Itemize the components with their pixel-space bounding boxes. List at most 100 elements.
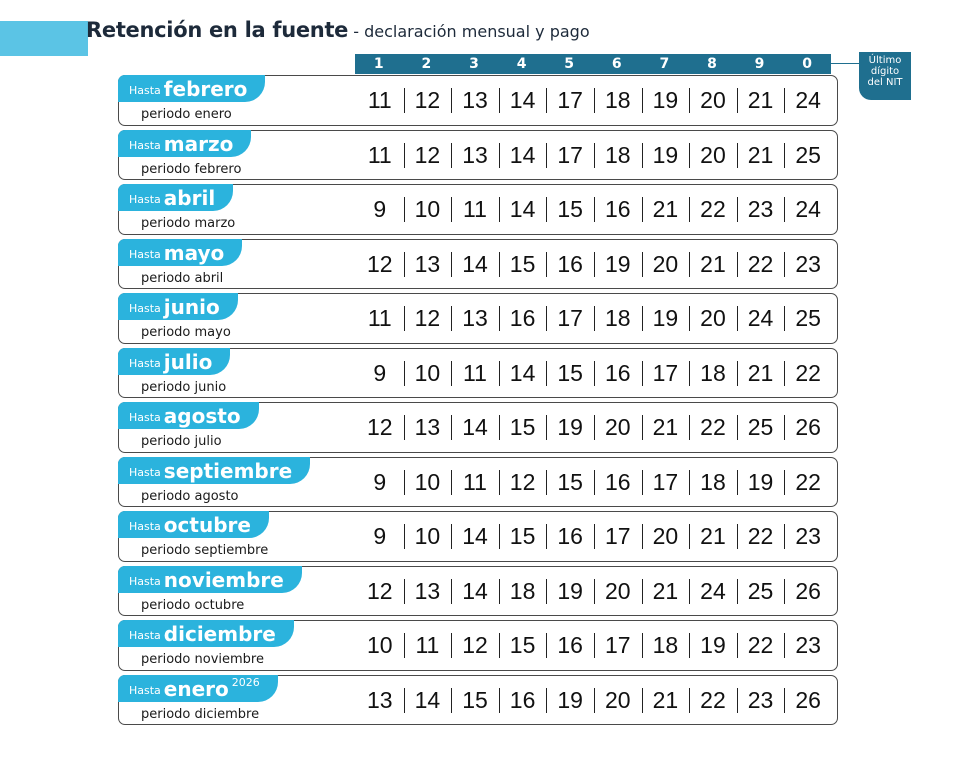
deadline-month: diciembre: [163, 622, 276, 646]
due-date-cell: 10: [403, 196, 452, 223]
due-dates: 9 10 11 14 15 16 21 22 23 24: [356, 185, 832, 234]
hasta-label: Hasta: [129, 683, 161, 697]
due-dates: 9 10 11 12 15 16 17 18 19 22: [356, 458, 832, 507]
due-date-cell: 15: [546, 360, 594, 387]
deadline-month: marzo: [163, 131, 234, 156]
deadline-month: enero: [163, 676, 229, 701]
due-date-cell: 16: [546, 523, 594, 550]
due-date-cell: 22: [784, 360, 832, 387]
due-date-cell: 19: [546, 687, 594, 714]
due-date-cell: 15: [498, 251, 547, 278]
due-date-cell: 19: [641, 87, 690, 114]
due-date-cell: 12: [498, 469, 547, 496]
due-date-cell: 17: [593, 523, 642, 550]
due-date-cell: 9: [373, 196, 387, 222]
nit-label-line1: Último: [868, 55, 902, 66]
schedule-row: Hasta diciembre periodo noviembre 10 11 12 15 1…: [118, 620, 838, 671]
due-date-cell: 11: [403, 632, 452, 659]
nit-digit-header: 7: [659, 56, 670, 72]
due-date-cell: 16: [593, 469, 642, 496]
due-date-cell: 21: [641, 414, 690, 441]
hasta-label: Hasta: [129, 520, 161, 533]
deadline-month-tag: Hasta diciembre: [118, 620, 294, 647]
due-date-cell: 11: [367, 87, 392, 113]
due-dates: 12 13 14 15 19 20 21 22 25 26: [356, 403, 832, 452]
hasta-label: Hasta: [129, 356, 161, 370]
due-date-cell: 22: [689, 414, 737, 441]
due-date-cell: 22: [736, 251, 785, 278]
due-date-cell: 24: [784, 196, 832, 223]
schedule-table: Hasta febrero periodo enero 11 12 13 14 17 18 19 2…: [118, 75, 838, 729]
due-date-cell: 18: [593, 142, 642, 169]
title-subtitle: - declaración mensual y pago: [348, 22, 590, 41]
due-date-cell: 25: [784, 305, 832, 332]
due-date-cell: 9: [373, 523, 387, 549]
schedule-row: Hasta agosto periodo julio 12 13 14 15 19 20 21 22…: [118, 402, 838, 453]
due-date-cell: 22: [689, 196, 737, 223]
due-date-cell: 15: [498, 632, 547, 659]
deadline-month: agosto: [163, 404, 241, 428]
nit-label-box: Último dígito del NIT: [859, 52, 911, 100]
due-date-cell: 11: [451, 360, 499, 387]
due-date-cell: 24: [736, 305, 785, 332]
deadline-month: julio: [163, 349, 213, 374]
due-date-cell: 22: [736, 632, 785, 659]
due-date-cell: 11: [367, 141, 392, 168]
due-date-cell: 19: [641, 305, 690, 332]
due-date-cell: 21: [736, 142, 785, 169]
due-date-cell: 13: [403, 251, 452, 278]
due-date-cell: 13: [451, 142, 499, 169]
due-dates: 9 10 11 14 15 16 17 18 21 22: [356, 349, 832, 398]
due-date-cell: 19: [546, 578, 594, 605]
due-date-cell: 11: [451, 196, 499, 223]
due-date-cell: 20: [689, 87, 737, 114]
due-date-cell: 21: [736, 360, 785, 387]
schedule-row: Hasta mayo periodo abril 12 13 14 15 16 19 20 21 22…: [118, 238, 838, 289]
period-label: periodo julio: [141, 434, 222, 449]
due-date-cell: 17: [546, 142, 594, 169]
due-date-cell: 20: [689, 305, 737, 332]
due-date-cell: 18: [641, 632, 690, 659]
schedule-row: Hasta julio periodo junio 9 10 11 14 15 16 17 18 21…: [118, 347, 838, 398]
due-date-cell: 17: [546, 305, 594, 332]
due-date-cell: 19: [689, 632, 737, 659]
due-date-cell: 24: [784, 87, 832, 114]
due-date-cell: 26: [784, 578, 832, 605]
period-label: periodo agosto: [141, 488, 239, 504]
period-label: periodo mayo: [141, 325, 231, 340]
deadline-month-tag: Hasta agosto: [118, 402, 259, 429]
due-date-cell: 18: [593, 87, 642, 114]
period-label: periodo noviembre: [141, 652, 264, 667]
due-date-cell: 12: [403, 87, 452, 114]
due-date-cell: 14: [498, 87, 547, 114]
due-date-cell: 12: [451, 632, 499, 659]
due-date-cell: 21: [641, 578, 690, 605]
deadline-month: junio: [163, 295, 220, 319]
due-dates: 11 12 13 14 17 18 19 20 21 24: [356, 76, 832, 125]
due-date-cell: 17: [593, 632, 642, 659]
due-dates: 11 12 13 16 17 18 19 20 24 25: [356, 294, 832, 343]
nit-connector-line: [831, 63, 859, 64]
due-date-cell: 23: [736, 196, 785, 223]
title-main: Retención en la fuente: [86, 18, 349, 42]
period-label: periodo febrero: [141, 161, 242, 177]
period-label: periodo junio: [141, 379, 227, 395]
due-date-cell: 23: [784, 251, 832, 278]
due-dates: 12 13 14 18 19 20 21 24 25 26: [356, 567, 832, 616]
due-date-cell: 24: [689, 578, 737, 605]
due-date-cell: 25: [736, 578, 785, 605]
deadline-month: noviembre: [163, 567, 284, 592]
nit-label-line2: dígito: [870, 66, 900, 77]
hasta-label: Hasta: [129, 574, 161, 588]
schedule-row: Hasta abril periodo marzo 9 10 11 14 15 16 21 22 23…: [118, 184, 838, 235]
due-date-cell: 23: [736, 687, 785, 714]
nit-digit-header: 9: [754, 56, 765, 72]
due-date-cell: 15: [546, 469, 594, 496]
due-date-cell: 16: [546, 632, 594, 659]
due-date-cell: 12: [403, 305, 452, 332]
schedule-row: Hasta noviembre periodo octubre 12 13 14 18 19 2…: [118, 565, 838, 616]
hasta-label: Hasta: [129, 84, 161, 97]
schedule-row: Hasta octubre periodo septiembre 9 10 14 15 16 1…: [118, 511, 838, 562]
due-date-cell: 12: [367, 577, 393, 604]
schedule-row: Hasta junio periodo mayo 11 12 13 16 17 18 19 20 24…: [118, 293, 838, 344]
